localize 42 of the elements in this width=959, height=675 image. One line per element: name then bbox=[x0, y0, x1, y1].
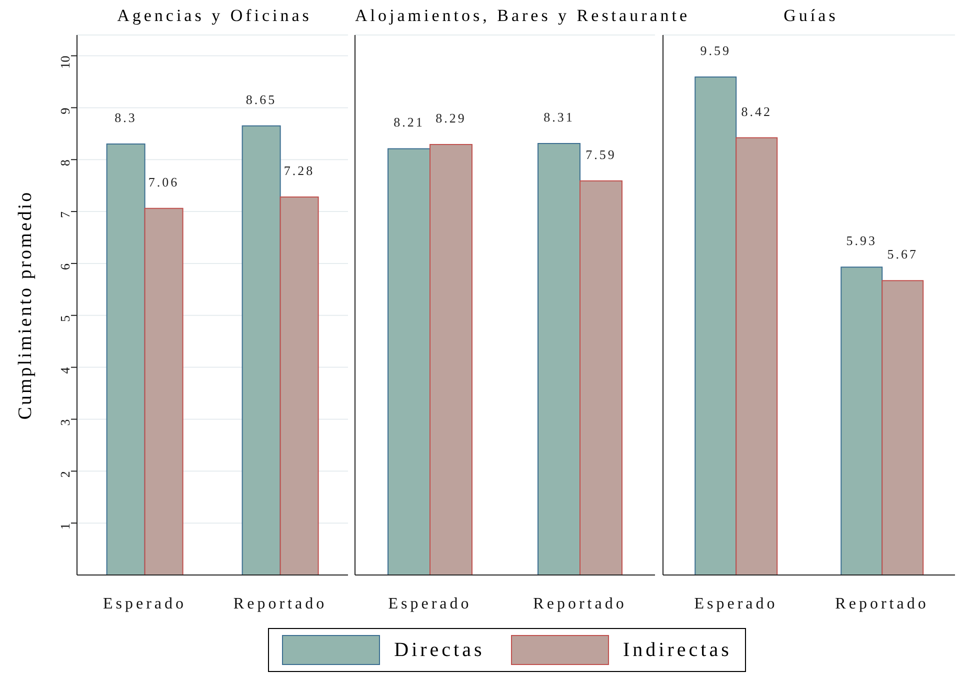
chart-title: Agencias y Oficinas bbox=[116, 6, 313, 26]
bar bbox=[736, 137, 778, 575]
y-axis-title: Cumplimiento promedio bbox=[15, 190, 37, 420]
data-label: 8.21 bbox=[394, 114, 424, 130]
bar bbox=[882, 280, 924, 575]
data-label: 5.93 bbox=[846, 233, 877, 248]
legend-label: Directas bbox=[394, 638, 485, 662]
data-label: 8.29 bbox=[436, 110, 466, 126]
data-label: 8.3 bbox=[114, 110, 137, 126]
chart-title: Alojamientos, Bares y Restaurante bbox=[355, 6, 690, 26]
y-tick-label: 1 bbox=[58, 523, 73, 530]
x-tick-label: Esperado bbox=[694, 595, 778, 612]
chart-title: Guías bbox=[784, 6, 838, 25]
x-tick-label: Reportado bbox=[533, 595, 627, 612]
x-tick-label: Esperado bbox=[388, 595, 472, 612]
data-label: 8.65 bbox=[246, 92, 277, 107]
bar bbox=[538, 143, 580, 575]
y-tick-label: 9 bbox=[58, 108, 73, 114]
y-tick-label: 5 bbox=[58, 315, 73, 322]
data-label: 7.59 bbox=[586, 146, 616, 162]
data-label: 7.06 bbox=[148, 174, 180, 190]
bar bbox=[840, 266, 883, 575]
data-label: 8.31 bbox=[544, 110, 574, 125]
y-tick-label: 10 bbox=[58, 56, 73, 69]
bar bbox=[580, 180, 622, 575]
data-label: 5.67 bbox=[887, 246, 918, 262]
y-tick-label: 4 bbox=[58, 366, 73, 374]
data-label: 7.28 bbox=[284, 163, 315, 178]
y-tick-label: 8 bbox=[58, 160, 73, 166]
y-tick-label: 7 bbox=[58, 211, 73, 218]
y-tick-label: 6 bbox=[58, 262, 73, 270]
x-tick-label: Esperado bbox=[102, 595, 187, 612]
bar bbox=[694, 76, 737, 575]
x-tick-label: Reportado bbox=[233, 595, 328, 612]
data-label: 9.59 bbox=[700, 43, 731, 58]
bar bbox=[388, 148, 430, 575]
y-tick-label: 2 bbox=[58, 471, 73, 478]
data-label: 8.42 bbox=[741, 104, 772, 119]
x-tick-label: Reportado bbox=[835, 595, 929, 612]
legend-label: Indirectas bbox=[623, 638, 732, 662]
y-tick-label: 3 bbox=[58, 419, 73, 426]
bar bbox=[430, 144, 472, 575]
